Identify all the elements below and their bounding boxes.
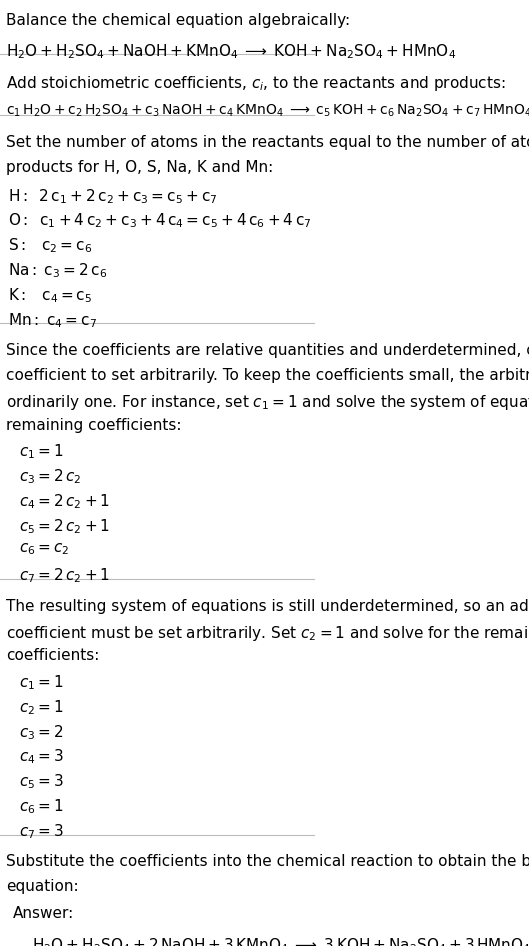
Text: Since the coefficients are relative quantities and underdetermined, choose a: Since the coefficients are relative quan…: [6, 343, 529, 359]
Text: $c_5 = 2\,c_2 + 1$: $c_5 = 2\,c_2 + 1$: [19, 517, 110, 535]
Text: equation:: equation:: [6, 879, 79, 894]
FancyBboxPatch shape: [2, 897, 314, 946]
Text: remaining coefficients:: remaining coefficients:: [6, 418, 182, 432]
Text: $\mathrm{Na: \; c_3 = 2\,c_6}$: $\mathrm{Na: \; c_3 = 2\,c_6}$: [8, 261, 107, 280]
Text: coefficient must be set arbitrarily. Set $c_2 = 1$ and solve for the remaining: coefficient must be set arbitrarily. Set…: [6, 623, 529, 642]
Text: products for H, O, S, Na, K and Mn:: products for H, O, S, Na, K and Mn:: [6, 160, 273, 175]
Text: $c_7 = 2\,c_2 + 1$: $c_7 = 2\,c_2 + 1$: [19, 567, 110, 586]
Text: Balance the chemical equation algebraically:: Balance the chemical equation algebraica…: [6, 13, 350, 28]
Text: Substitute the coefficients into the chemical reaction to obtain the balanced: Substitute the coefficients into the che…: [6, 854, 529, 869]
Text: $\mathrm{S: \;\;\; c_2 = c_6}$: $\mathrm{S: \;\;\; c_2 = c_6}$: [8, 236, 92, 255]
Text: $c_4 = 2\,c_2 + 1$: $c_4 = 2\,c_2 + 1$: [19, 492, 110, 511]
Text: $c_3 = 2\,c_2$: $c_3 = 2\,c_2$: [19, 467, 81, 486]
Text: coefficients:: coefficients:: [6, 648, 99, 663]
Text: The resulting system of equations is still underdetermined, so an additional: The resulting system of equations is sti…: [6, 599, 529, 614]
Text: coefficient to set arbitrarily. To keep the coefficients small, the arbitrary va: coefficient to set arbitrarily. To keep …: [6, 368, 529, 383]
Text: $\mathrm{H_2O + H_2SO_4 + NaOH + KMnO_4 \;\longrightarrow\; KOH + Na_2SO_4 + HMn: $\mathrm{H_2O + H_2SO_4 + NaOH + KMnO_4 …: [6, 42, 457, 61]
Text: $c_1 = 1$: $c_1 = 1$: [19, 674, 63, 692]
Text: $\mathrm{H_2O + H_2SO_4 + 2\,NaOH + 3\,KMnO_4 \;\longrightarrow\; 3\,KOH + Na_2S: $\mathrm{H_2O + H_2SO_4 + 2\,NaOH + 3\,K…: [32, 937, 529, 946]
Text: $c_6 = c_2$: $c_6 = c_2$: [19, 542, 69, 557]
Text: $\mathrm{K: \;\;\; c_4 = c_5}$: $\mathrm{K: \;\;\; c_4 = c_5}$: [8, 287, 92, 305]
Text: $\mathrm{H: \;\; 2\,c_1 + 2\,c_2 + c_3 = c_5 + c_7}$: $\mathrm{H: \;\; 2\,c_1 + 2\,c_2 + c_3 =…: [8, 187, 217, 205]
Text: $\mathrm{c_1\,H_2O + c_2\,H_2SO_4 + c_3\,NaOH + c_4\,KMnO_4 \;\longrightarrow\; : $\mathrm{c_1\,H_2O + c_2\,H_2SO_4 + c_3\…: [6, 102, 529, 119]
Text: Set the number of atoms in the reactants equal to the number of atoms in the: Set the number of atoms in the reactants…: [6, 135, 529, 149]
Text: $c_7 = 3$: $c_7 = 3$: [19, 822, 64, 841]
Text: $\mathrm{Mn: \; c_4 = c_7}$: $\mathrm{Mn: \; c_4 = c_7}$: [8, 311, 97, 330]
Text: ordinarily one. For instance, set $c_1 = 1$ and solve the system of equations fo: ordinarily one. For instance, set $c_1 =…: [6, 393, 529, 412]
Text: $c_4 = 3$: $c_4 = 3$: [19, 747, 64, 766]
Text: $c_1 = 1$: $c_1 = 1$: [19, 443, 63, 462]
Text: $c_2 = 1$: $c_2 = 1$: [19, 698, 63, 717]
Text: Answer:: Answer:: [13, 906, 74, 920]
Text: $c_3 = 2$: $c_3 = 2$: [19, 723, 63, 742]
Text: $c_6 = 1$: $c_6 = 1$: [19, 797, 63, 816]
Text: $\mathrm{O: \;\; c_1 + 4\,c_2 + c_3 + 4\,c_4 = c_5 + 4\,c_6 + 4\,c_7}$: $\mathrm{O: \;\; c_1 + 4\,c_2 + c_3 + 4\…: [8, 212, 312, 231]
Text: Add stoichiometric coefficients, $c_i$, to the reactants and products:: Add stoichiometric coefficients, $c_i$, …: [6, 74, 506, 93]
Text: $c_5 = 3$: $c_5 = 3$: [19, 773, 64, 791]
